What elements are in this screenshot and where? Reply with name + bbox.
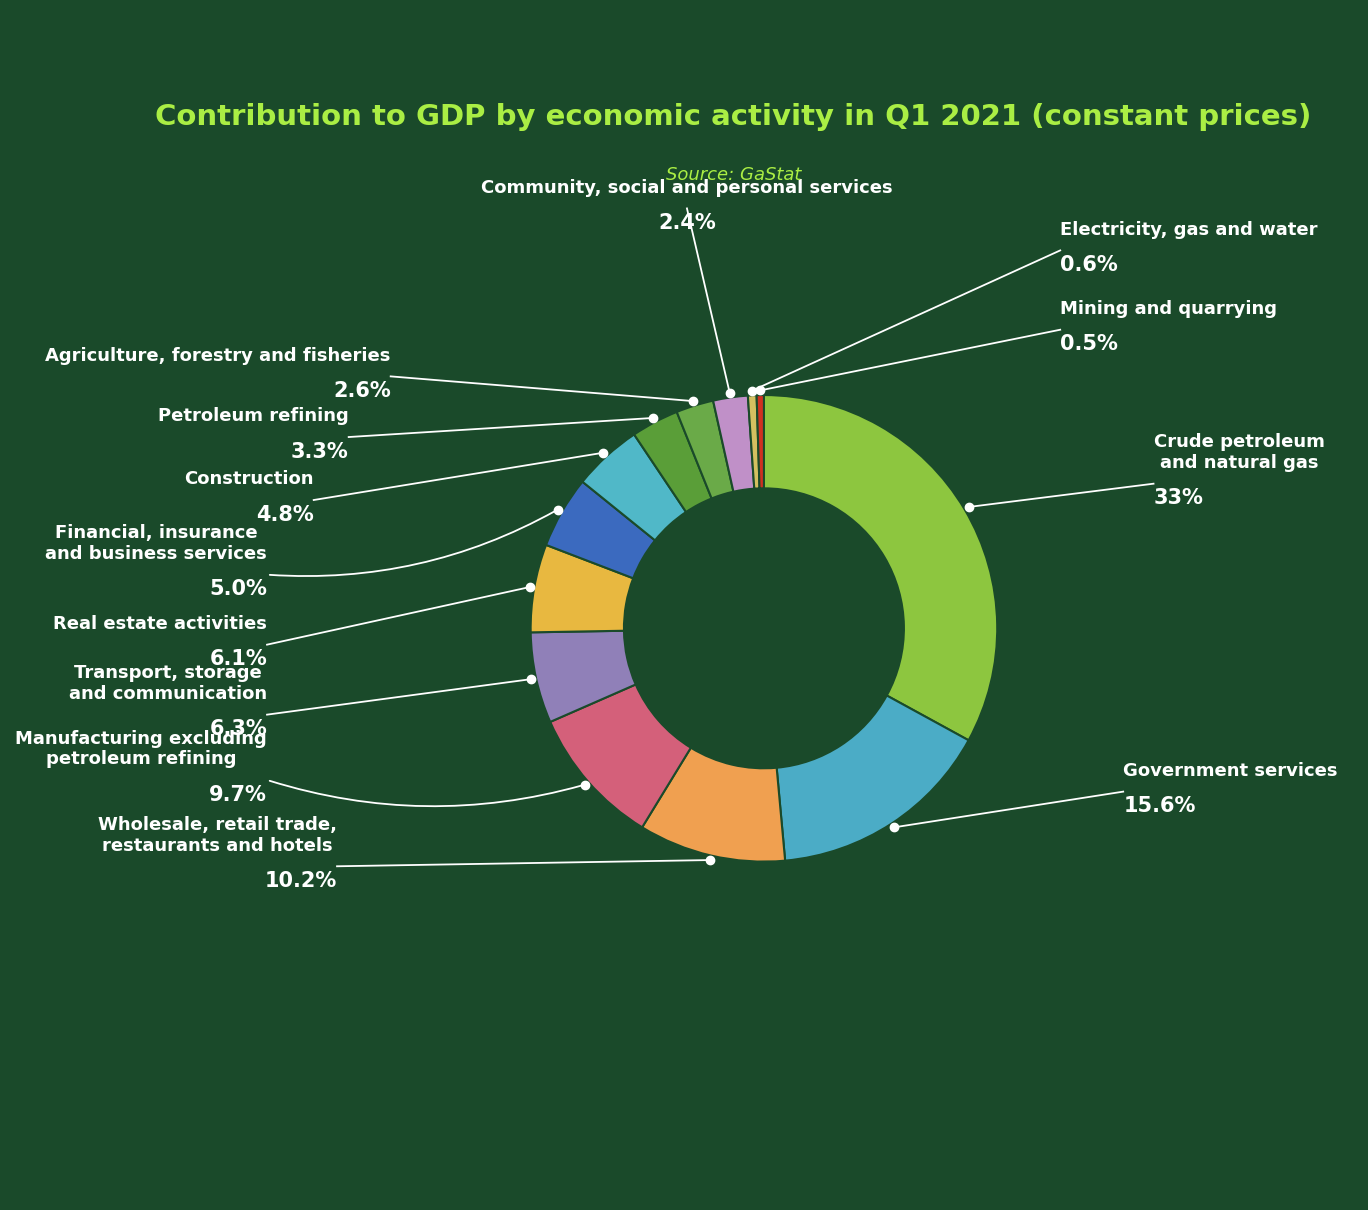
Text: Manufacturing excluding
petroleum refining: Manufacturing excluding petroleum refini… <box>15 730 267 768</box>
Text: Petroleum refining: Petroleum refining <box>157 408 349 426</box>
Text: Real estate activities: Real estate activities <box>53 615 267 633</box>
Text: Contribution to GDP by economic activity in Q1 2021 (constant prices): Contribution to GDP by economic activity… <box>156 103 1312 132</box>
Text: Electricity, gas and water: Electricity, gas and water <box>1060 220 1317 238</box>
Text: Source: GaStat: Source: GaStat <box>666 167 802 184</box>
Text: 0.6%: 0.6% <box>1060 255 1118 275</box>
Text: 6.3%: 6.3% <box>209 719 267 739</box>
Text: 2.4%: 2.4% <box>658 213 715 234</box>
Text: Agriculture, forestry and fisheries: Agriculture, forestry and fisheries <box>45 347 391 364</box>
Text: 33%: 33% <box>1153 489 1204 508</box>
Wedge shape <box>546 482 655 578</box>
Text: Community, social and personal services: Community, social and personal services <box>482 179 893 197</box>
Text: Crude petroleum
and natural gas: Crude petroleum and natural gas <box>1153 433 1324 472</box>
Text: Government services: Government services <box>1123 762 1338 780</box>
Text: 6.1%: 6.1% <box>209 650 267 669</box>
Wedge shape <box>713 396 754 491</box>
Text: Construction: Construction <box>185 471 313 489</box>
Text: Wholesale, retail trade,
restaurants and hotels: Wholesale, retail trade, restaurants and… <box>98 816 337 854</box>
Wedge shape <box>757 394 763 489</box>
Wedge shape <box>748 396 759 489</box>
Text: Transport, storage
and communication: Transport, storage and communication <box>68 664 267 703</box>
Text: 4.8%: 4.8% <box>256 505 313 525</box>
Text: 0.5%: 0.5% <box>1060 334 1118 355</box>
Wedge shape <box>583 434 687 541</box>
Text: 9.7%: 9.7% <box>209 784 267 805</box>
Wedge shape <box>635 411 711 512</box>
Wedge shape <box>550 685 691 828</box>
Text: 15.6%: 15.6% <box>1123 796 1196 817</box>
Text: Mining and quarrying: Mining and quarrying <box>1060 300 1278 318</box>
Text: 3.3%: 3.3% <box>291 442 349 462</box>
Wedge shape <box>677 401 733 499</box>
Wedge shape <box>777 696 969 860</box>
Text: Financial, insurance
and business services: Financial, insurance and business servic… <box>45 524 267 563</box>
Wedge shape <box>531 544 633 633</box>
Wedge shape <box>642 748 785 862</box>
Text: 2.6%: 2.6% <box>332 381 391 401</box>
Text: 5.0%: 5.0% <box>209 580 267 599</box>
Text: 10.2%: 10.2% <box>265 871 337 891</box>
Wedge shape <box>531 630 636 722</box>
Wedge shape <box>763 394 997 741</box>
